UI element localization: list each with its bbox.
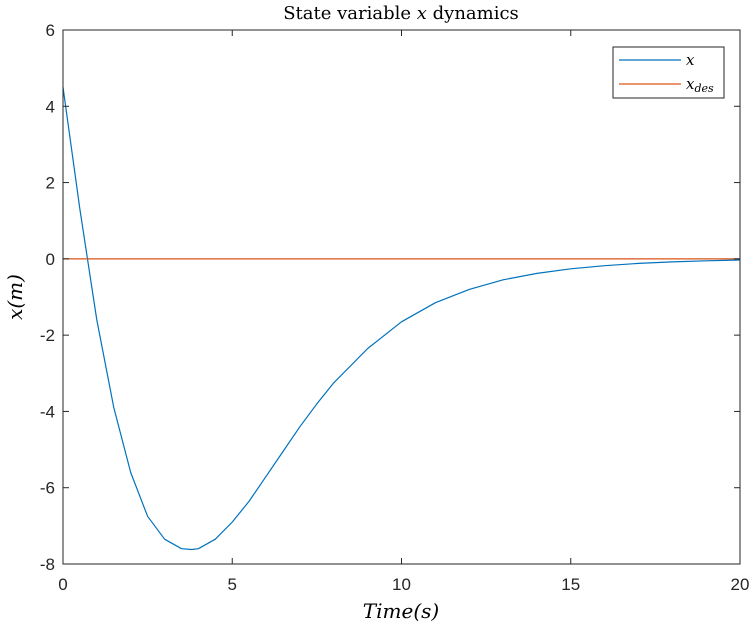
legend-box	[612, 46, 725, 99]
y-axis-label: x(m)	[3, 274, 27, 320]
x-tick-label: 20	[731, 575, 750, 594]
y-tick-label: 4	[46, 97, 55, 116]
series-lines	[62, 87, 741, 551]
y-tick-label: 2	[46, 174, 55, 193]
y-tick-label: 0	[46, 250, 55, 269]
y-tick-label: -6	[40, 479, 55, 498]
x-axis-ticks: 0 5 10 15 20	[58, 30, 749, 594]
x-tick-label: 15	[561, 575, 580, 594]
plot-background	[63, 30, 740, 564]
series-line-x	[62, 87, 741, 551]
y-tick-label: -2	[40, 326, 55, 345]
x-tick-label: 0	[58, 575, 67, 594]
legend-label-x: x	[686, 51, 695, 69]
x-axis-label: Time(s)	[363, 599, 439, 623]
y-tick-label: -4	[40, 402, 55, 421]
x-tick-label: 5	[228, 575, 237, 594]
legend[interactable]: x xdes	[612, 46, 725, 99]
legend-label-x-des: xdes	[686, 75, 714, 95]
chart-title: State variable x dynamics	[283, 3, 519, 24]
x-tick-label: 10	[392, 575, 411, 594]
y-tick-label: -8	[40, 555, 55, 574]
y-tick-label: 6	[46, 21, 55, 40]
y-axis-ticks: -8 -6 -4 -2 0 2 4 6	[40, 21, 740, 574]
